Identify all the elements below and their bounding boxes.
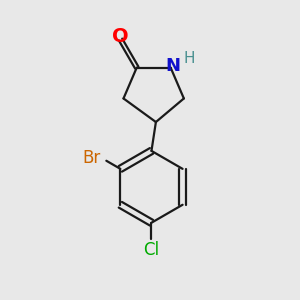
Text: H: H bbox=[183, 51, 195, 66]
Text: O: O bbox=[112, 27, 129, 46]
Text: N: N bbox=[166, 57, 181, 75]
Text: Cl: Cl bbox=[143, 241, 160, 259]
Text: Br: Br bbox=[82, 149, 100, 167]
